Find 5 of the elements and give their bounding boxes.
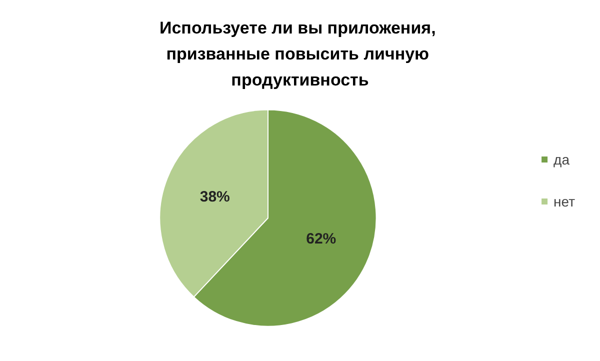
data-label: 62% [306, 230, 336, 248]
chart-title: Используете ли вы приложения, призванные повысить личную продуктивность [159, 18, 441, 90]
legend-label: нет [554, 194, 576, 210]
legend-label: да [554, 152, 570, 168]
data-label: 38% [200, 188, 230, 206]
